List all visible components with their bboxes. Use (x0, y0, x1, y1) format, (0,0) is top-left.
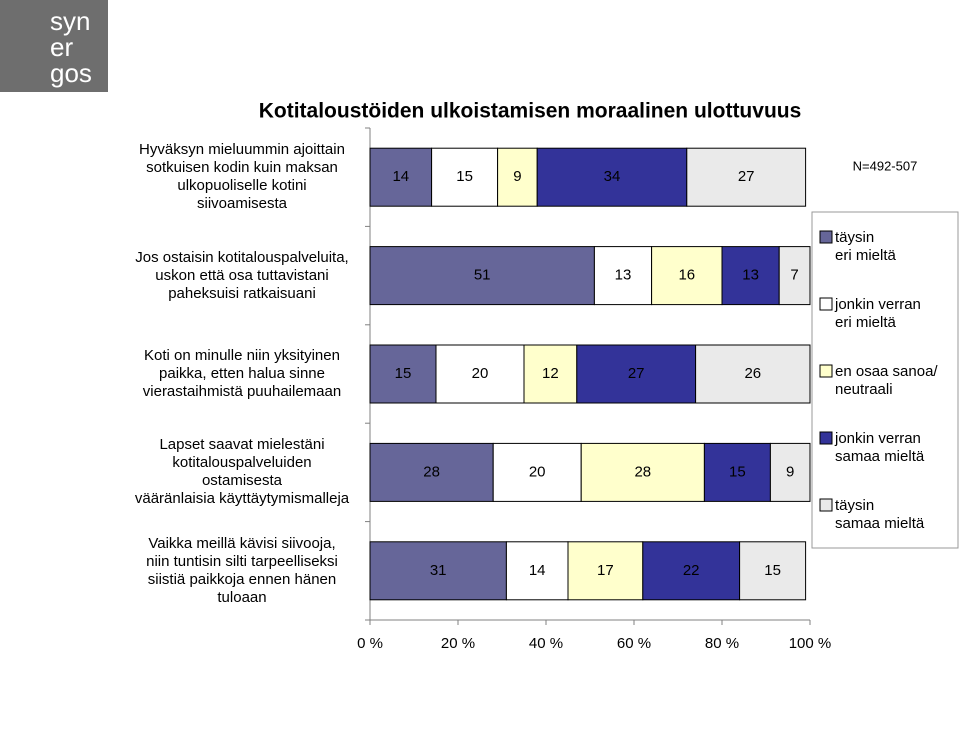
legend-box (811, 211, 959, 549)
value-label: 28 (634, 463, 651, 480)
bar-segment (769, 442, 811, 502)
chart-title: Kotitaloustöiden ulkoistamisen moraaline… (259, 100, 802, 123)
legend-swatch (819, 498, 833, 512)
value-label: 13 (615, 267, 632, 284)
x-tick-label: 20 % (441, 635, 475, 652)
category-label: Vaikka meillä kävisi siivooja, niin tunt… (146, 534, 338, 606)
category-label: Jos ostaisin kotitalouspalveluita, uskon… (135, 248, 349, 302)
legend-swatch (819, 431, 833, 445)
value-label: 16 (678, 267, 695, 284)
legend-label: jonkin verran eri mieltä (835, 296, 921, 331)
legend-swatch (819, 230, 833, 244)
x-tick-label: 60 % (617, 635, 651, 652)
value-label: 15 (729, 463, 746, 480)
value-label: 9 (513, 168, 521, 185)
legend-swatch (819, 297, 833, 311)
bar-segment (435, 344, 525, 404)
value-label: 14 (529, 562, 546, 579)
bar-segment (505, 541, 569, 601)
bar-segment (593, 246, 653, 306)
bar-segment (642, 541, 741, 601)
bar-segment (536, 147, 688, 207)
logo-text: gos (50, 58, 92, 88)
logo-text: er (50, 32, 74, 62)
legend-label: täysin samaa mieltä (835, 497, 925, 532)
value-label: 15 (764, 562, 781, 579)
bar-segment (567, 541, 644, 601)
value-label: 12 (542, 365, 559, 382)
value-label: 27 (738, 168, 755, 185)
value-label: 9 (786, 463, 794, 480)
legend-label: en osaa sanoa/ neutraali (835, 363, 938, 398)
x-tick-label: 40 % (529, 635, 563, 652)
value-label: 51 (474, 267, 491, 284)
value-label: 13 (742, 267, 759, 284)
legend-label: täysin eri mieltä (835, 229, 896, 264)
value-label: 34 (604, 168, 621, 185)
logo-box (0, 0, 108, 92)
legend-swatch (819, 364, 833, 378)
bar-segment (778, 246, 811, 306)
x-tick-label: 100 % (789, 635, 832, 652)
bar-segment (369, 541, 507, 601)
bar-segment (686, 147, 807, 207)
value-label: 31 (430, 562, 447, 579)
x-tick-label: 80 % (705, 635, 739, 652)
bar-segment (721, 246, 780, 306)
legend-label: jonkin verran samaa mieltä (835, 430, 925, 465)
value-label: 20 (472, 365, 489, 382)
value-label: 17 (597, 562, 614, 579)
value-label: 14 (392, 168, 409, 185)
bar-segment (739, 541, 807, 601)
bar-segment (431, 147, 499, 207)
bar-segment (369, 246, 595, 306)
value-label: 15 (456, 168, 473, 185)
category-label: Hyväksyn mieluummin ajoittain sotkuisen … (139, 141, 345, 213)
annotation: N=492-507 (853, 158, 918, 173)
logo-text: syn (50, 6, 91, 36)
value-label: 7 (790, 267, 798, 284)
x-tick-label: 0 % (357, 635, 383, 652)
bar-segment (580, 442, 705, 502)
bar-segment (651, 246, 723, 306)
value-label: 15 (395, 365, 412, 382)
value-label: 20 (529, 463, 546, 480)
bar-segment (369, 147, 433, 207)
bar-segment (369, 442, 494, 502)
value-label: 26 (744, 365, 761, 382)
category-label: Koti on minulle niin yksityinen paikka, … (142, 347, 342, 400)
bar-segment (523, 344, 578, 404)
bar-segment (497, 147, 538, 207)
bar-segment (695, 344, 811, 404)
value-label: 27 (628, 365, 645, 382)
value-label: 22 (683, 562, 700, 579)
category-label: Lapset saavat mielestäni kotitalouspalve… (134, 436, 350, 508)
value-label: 28 (423, 463, 440, 480)
